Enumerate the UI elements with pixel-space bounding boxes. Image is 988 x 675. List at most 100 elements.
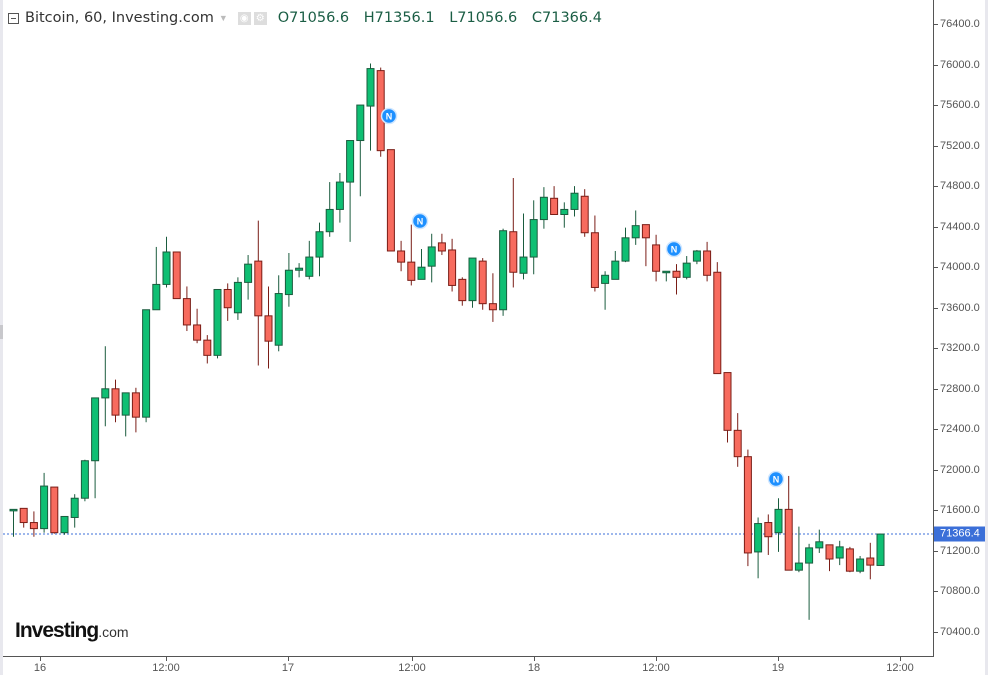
time-axis[interactable]: 16 12:00 17 12:00 18 12:00 19 12:00 bbox=[3, 657, 933, 675]
candle[interactable] bbox=[774, 498, 783, 552]
candle[interactable] bbox=[499, 228, 508, 316]
candle[interactable] bbox=[60, 515, 69, 535]
candle[interactable] bbox=[213, 288, 222, 359]
candle[interactable] bbox=[233, 277, 242, 320]
y-tick-label: 74000.0 bbox=[940, 261, 980, 274]
candle[interactable] bbox=[203, 335, 212, 364]
news-badge-icon[interactable]: N bbox=[380, 107, 398, 125]
candle[interactable] bbox=[825, 544, 834, 572]
candle[interactable] bbox=[356, 104, 365, 197]
candle[interactable] bbox=[101, 346, 110, 427]
y-tick-label: 71200.0 bbox=[940, 544, 980, 557]
candle[interactable] bbox=[815, 529, 824, 553]
candle[interactable] bbox=[845, 546, 854, 573]
candle[interactable] bbox=[19, 507, 28, 528]
collapse-icon[interactable] bbox=[8, 12, 19, 24]
candle[interactable] bbox=[295, 263, 304, 278]
candle[interactable] bbox=[590, 215, 599, 292]
eye-icon[interactable]: ◉ bbox=[237, 11, 251, 25]
candle[interactable] bbox=[560, 202, 569, 228]
candle[interactable] bbox=[550, 186, 559, 216]
symbol-title[interactable]: Bitcoin, 60, Investing.com bbox=[25, 10, 214, 26]
candle[interactable] bbox=[172, 251, 181, 300]
candle[interactable] bbox=[519, 213, 528, 280]
candle[interactable] bbox=[335, 172, 344, 223]
candle[interactable] bbox=[580, 189, 589, 237]
candle[interactable] bbox=[703, 241, 712, 282]
candle[interactable] bbox=[417, 248, 426, 280]
candle[interactable] bbox=[223, 283, 232, 321]
candle[interactable] bbox=[876, 533, 885, 566]
candle[interactable] bbox=[856, 555, 865, 574]
candle[interactable] bbox=[397, 240, 406, 272]
candle[interactable] bbox=[142, 309, 151, 423]
candle[interactable] bbox=[284, 253, 293, 307]
news-badge-icon[interactable]: N bbox=[665, 240, 683, 258]
gear-icon[interactable]: ⚙ bbox=[253, 11, 267, 25]
dropdown-caret-icon[interactable]: ▼ bbox=[218, 13, 228, 23]
candlestick-chart[interactable]: N N N N bbox=[0, 0, 934, 657]
panel-resize-handle[interactable] bbox=[0, 325, 3, 339]
news-badge-icon[interactable]: N bbox=[411, 212, 429, 230]
candle[interactable] bbox=[91, 397, 100, 499]
candle[interactable] bbox=[427, 233, 436, 283]
candle[interactable] bbox=[315, 222, 324, 277]
candle[interactable] bbox=[733, 413, 742, 467]
candle[interactable] bbox=[111, 379, 120, 423]
candle[interactable] bbox=[274, 275, 283, 352]
candle[interactable] bbox=[743, 449, 752, 567]
candle[interactable] bbox=[366, 63, 375, 151]
candle[interactable] bbox=[692, 249, 701, 265]
candle[interactable] bbox=[131, 387, 140, 433]
candle[interactable] bbox=[754, 517, 763, 579]
candle[interactable] bbox=[152, 246, 161, 311]
candle[interactable] bbox=[386, 149, 395, 252]
candle[interactable] bbox=[794, 526, 803, 573]
candle[interactable] bbox=[764, 514, 773, 555]
candle[interactable] bbox=[40, 472, 49, 533]
candle[interactable] bbox=[244, 255, 253, 300]
candle[interactable] bbox=[529, 200, 538, 275]
candle[interactable] bbox=[723, 372, 732, 443]
candle[interactable] bbox=[121, 392, 130, 437]
candle[interactable] bbox=[682, 256, 691, 280]
candle[interactable] bbox=[662, 270, 671, 282]
candle[interactable] bbox=[835, 540, 844, 566]
candle[interactable] bbox=[468, 257, 477, 308]
candle[interactable] bbox=[70, 494, 79, 528]
candle[interactable] bbox=[621, 227, 630, 263]
candle[interactable] bbox=[601, 271, 610, 310]
candle[interactable] bbox=[50, 486, 59, 534]
candle[interactable] bbox=[509, 178, 518, 288]
candle[interactable] bbox=[9, 508, 18, 537]
candle[interactable] bbox=[570, 186, 579, 217]
candle[interactable] bbox=[805, 543, 814, 620]
price-axis[interactable]: 76400.0 76000.0 75600.0 75200.0 74800.0 74400… bbox=[934, 0, 985, 656]
candle[interactable] bbox=[162, 236, 171, 288]
news-badge-icon[interactable]: N bbox=[767, 470, 785, 488]
candle[interactable] bbox=[325, 182, 334, 237]
candle[interactable] bbox=[346, 140, 355, 242]
candle[interactable] bbox=[611, 250, 620, 280]
candle[interactable] bbox=[437, 233, 446, 256]
candle[interactable] bbox=[254, 220, 263, 366]
candle[interactable] bbox=[641, 224, 650, 267]
candle[interactable] bbox=[29, 511, 38, 537]
candle[interactable] bbox=[713, 262, 722, 375]
candle[interactable] bbox=[458, 277, 467, 306]
candle[interactable] bbox=[448, 238, 457, 292]
candle[interactable] bbox=[407, 224, 416, 286]
candle[interactable] bbox=[631, 210, 640, 245]
candle[interactable] bbox=[866, 542, 875, 580]
candle[interactable] bbox=[182, 286, 191, 332]
candle[interactable] bbox=[672, 264, 681, 295]
candle[interactable] bbox=[652, 234, 661, 282]
candle[interactable] bbox=[784, 475, 793, 571]
candle[interactable] bbox=[539, 187, 548, 229]
candle[interactable] bbox=[488, 273, 497, 322]
candle[interactable] bbox=[478, 258, 487, 310]
candle[interactable] bbox=[264, 286, 273, 369]
candle[interactable] bbox=[80, 459, 89, 502]
candle[interactable] bbox=[305, 240, 314, 280]
candle[interactable] bbox=[193, 308, 202, 344]
